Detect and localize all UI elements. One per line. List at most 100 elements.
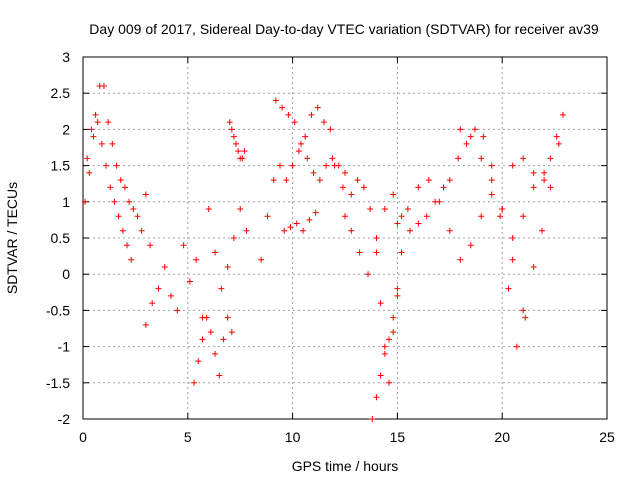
data-point <box>302 133 309 140</box>
x-tick-label: 5 <box>184 429 192 445</box>
data-point <box>356 249 363 256</box>
data-point <box>331 162 338 169</box>
data-point <box>191 379 198 386</box>
data-point <box>373 394 380 401</box>
data-point <box>113 162 120 169</box>
data-point <box>180 242 187 249</box>
x-tick-label: 20 <box>494 429 510 445</box>
data-point <box>115 213 122 220</box>
data-point <box>107 184 114 191</box>
data-point <box>394 220 401 227</box>
data-point <box>304 155 311 162</box>
data-point <box>541 169 548 176</box>
data-point <box>520 213 527 220</box>
data-point <box>488 191 495 198</box>
data-point <box>205 206 212 213</box>
data-point <box>398 249 405 256</box>
data-points <box>82 82 566 422</box>
data-point <box>212 249 219 256</box>
data-point <box>478 213 485 220</box>
data-point <box>373 235 380 241</box>
data-point <box>547 184 554 191</box>
data-point <box>497 213 504 220</box>
data-point <box>297 140 304 147</box>
data-point <box>321 119 328 126</box>
data-point <box>237 206 244 213</box>
data-point <box>509 235 516 241</box>
data-point <box>398 213 405 220</box>
y-tick-label: 1.5 <box>51 158 71 174</box>
x-tick-label: 0 <box>79 429 87 445</box>
data-point <box>348 227 355 234</box>
data-point <box>281 227 288 234</box>
data-point <box>295 148 302 155</box>
data-point <box>471 126 478 133</box>
data-point <box>369 416 376 422</box>
y-tick-label: 0 <box>62 266 70 282</box>
y-tick-label: -0.5 <box>46 302 70 318</box>
data-point <box>365 271 372 278</box>
data-point <box>88 126 95 133</box>
data-point <box>367 206 374 213</box>
data-point <box>522 314 529 321</box>
data-point <box>478 155 485 162</box>
data-point <box>316 177 323 184</box>
axis-ticks: 0 5 10 15 20 25 -2 -1.5 -1 -0.5 0 0.5 1 1.5 2 2.5 3 <box>46 49 615 445</box>
data-point <box>243 227 250 234</box>
data-point <box>103 162 110 169</box>
data-point <box>539 227 546 234</box>
data-point <box>230 133 237 140</box>
data-point <box>235 148 242 155</box>
data-point <box>142 191 149 198</box>
data-point <box>541 177 548 184</box>
data-point <box>195 358 202 365</box>
data-point <box>342 213 348 220</box>
data-point <box>360 184 367 191</box>
data-point <box>272 97 279 104</box>
y-tick-label: -2 <box>58 411 71 427</box>
x-tick-label: 15 <box>390 429 406 445</box>
data-point <box>436 198 443 205</box>
data-point <box>126 198 133 205</box>
y-tick-label: -1 <box>58 339 71 355</box>
data-point <box>386 336 393 343</box>
data-point <box>425 177 432 184</box>
data-point <box>559 111 566 118</box>
data-point <box>530 263 537 270</box>
data-point <box>390 191 397 198</box>
data-point <box>300 227 307 234</box>
data-point <box>147 242 154 249</box>
data-point <box>90 133 97 140</box>
data-point <box>155 285 162 292</box>
data-point <box>228 126 235 133</box>
data-point <box>381 206 388 213</box>
data-point <box>287 224 294 231</box>
data-point <box>241 148 248 155</box>
x-tick-label: 10 <box>285 429 301 445</box>
data-point <box>82 198 89 205</box>
data-point <box>283 177 290 184</box>
data-point <box>530 184 537 191</box>
data-point <box>513 343 520 350</box>
y-tick-label: -1.5 <box>46 375 70 391</box>
data-point <box>212 350 219 357</box>
data-point <box>520 307 527 314</box>
data-point <box>488 162 495 169</box>
data-point <box>467 133 474 140</box>
data-point <box>149 300 156 307</box>
data-point <box>111 198 118 205</box>
data-point <box>216 372 223 379</box>
chart-title: Day 009 of 2017, Sidereal Day-to-day VTE… <box>89 21 599 37</box>
data-point <box>406 227 413 234</box>
data-point <box>84 155 91 162</box>
data-point <box>354 177 361 184</box>
data-point <box>174 307 181 314</box>
data-point <box>239 155 246 162</box>
data-point <box>224 314 231 321</box>
y-tick-label: 1 <box>62 194 70 210</box>
data-point <box>348 191 355 198</box>
data-point <box>312 209 319 216</box>
data-point <box>457 256 464 263</box>
y-axis-label: SDTVAR / TECUs <box>4 182 20 294</box>
